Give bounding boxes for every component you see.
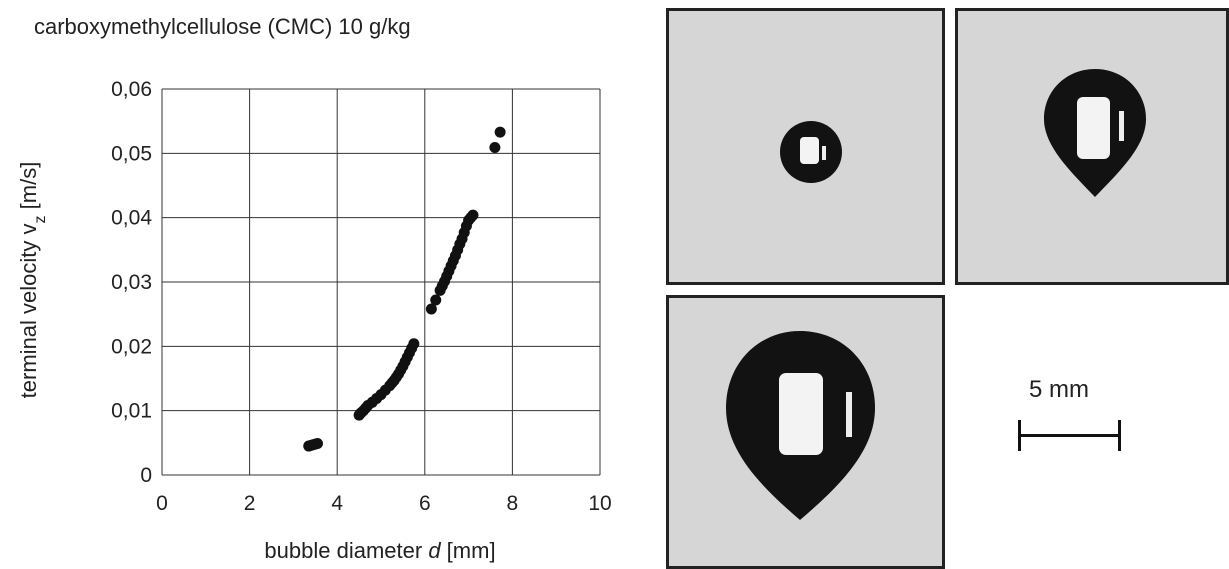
- bubble-photo-small: [666, 8, 945, 285]
- data-point: [467, 209, 479, 221]
- x-tick-label: 4: [331, 492, 343, 515]
- data-point: [489, 142, 501, 154]
- x-tick-label: 0: [156, 492, 168, 515]
- data-point: [494, 126, 506, 138]
- x-axis-label: bubble diameter d [mm]: [264, 538, 495, 563]
- y-tick-label: 0,05: [111, 142, 152, 165]
- x-tick-label: 2: [244, 492, 256, 515]
- x-tick-label: 6: [419, 492, 431, 515]
- data-point: [408, 338, 420, 350]
- scale-bar: [1018, 420, 1121, 454]
- y-tick-label: 0,03: [111, 271, 152, 294]
- data-point: [311, 437, 323, 449]
- x-tick-label: 10: [588, 492, 611, 515]
- bubble-small: [780, 121, 842, 183]
- y-tick-label: 0,04: [111, 207, 152, 230]
- y-tick-label: 0,01: [111, 400, 152, 423]
- scatter-chart: 0 0,01 0,02 0,03 0,04 0,05 0,06 0 2 4 6 8 10 bubble…: [16, 78, 612, 563]
- x-tick-label: 8: [507, 492, 519, 515]
- y-tick-labels: 0 0,01 0,02 0,03 0,04 0,05 0,06: [111, 78, 152, 487]
- bubble-large: [726, 331, 875, 520]
- y-tick-label: 0: [140, 464, 152, 487]
- y-tick-label: 0,02: [111, 335, 152, 358]
- chart-title: carboxymethylcellulose (CMC) 10 g/kg: [34, 14, 411, 39]
- y-tick-label: 0,06: [111, 78, 152, 101]
- bubble-medium: [1044, 69, 1146, 197]
- y-axis-label: terminal velocity vz [m/s]: [16, 162, 49, 399]
- scale-bar-label: 5 mm: [1029, 376, 1089, 403]
- bubble-photo-medium: [955, 8, 1229, 285]
- data-point: [430, 294, 442, 306]
- grid: [161, 88, 601, 476]
- data-point: [425, 303, 437, 315]
- bubble-photo-large: [666, 295, 945, 569]
- data-points: [303, 126, 506, 452]
- x-tick-labels: 0 2 4 6 8 10: [156, 492, 612, 515]
